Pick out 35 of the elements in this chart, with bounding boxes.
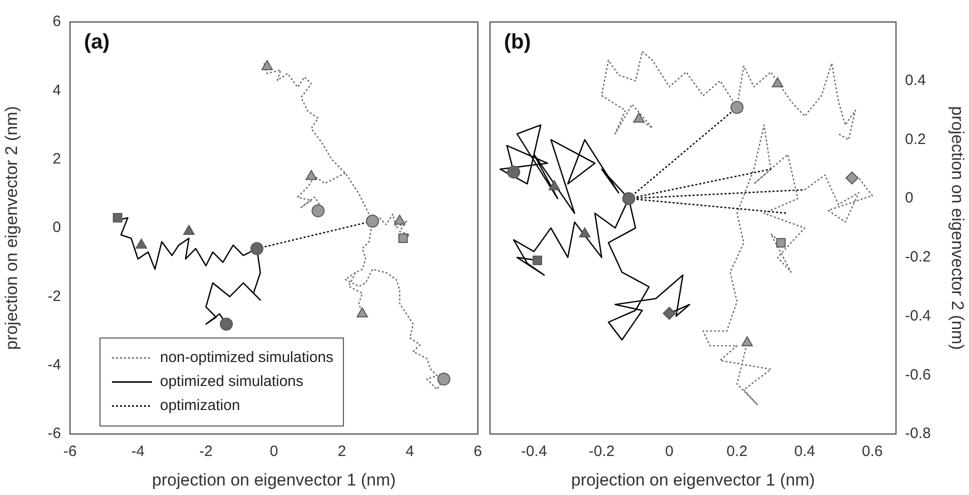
legend-label: optimized simulations (160, 373, 304, 390)
y-tick-label: -4 (48, 356, 61, 374)
y-tick-label: 0 (52, 219, 61, 236)
y-tick-label: 6 (52, 13, 61, 30)
y2-tick-label: 0.4 (905, 72, 926, 89)
x-tick-label: -2 (199, 443, 213, 460)
x-tick-label: 0.4 (794, 443, 816, 460)
x-tick-label: -0.2 (588, 443, 615, 460)
legend-label: non-optimized simulations (160, 349, 334, 366)
y2-tick-label: -0.2 (905, 248, 931, 266)
x-tick-label: 0.6 (862, 443, 883, 460)
x-tick-label: 0 (270, 443, 278, 460)
y-axis-title: projection on eigenvector 2 (nm) (2, 106, 21, 350)
x-tick-label: -4 (131, 443, 145, 460)
x-tick-label: 0 (665, 443, 674, 460)
y2-tick-label: -0.8 (905, 425, 931, 442)
x-tick-label: 0.2 (726, 443, 748, 460)
x-tick-label: 4 (406, 443, 414, 460)
x-tick-label: 6 (474, 443, 482, 460)
y-tick-label: 4 (52, 82, 61, 99)
y2-axis-title: projection on eigenvector 2 (nm) (948, 106, 968, 350)
y2-tick-label: 0.2 (905, 130, 926, 148)
annotation: (a) (84, 30, 110, 54)
x-axis-title: projection on eigenvector 1 (nm) (571, 470, 815, 490)
y-tick-label: 2 (52, 150, 61, 168)
x-axis-title: projection on eigenvector 1 (nm) (152, 470, 396, 490)
y2-tick-label: -0.4 (905, 307, 931, 324)
legend-label: optimization (160, 397, 240, 414)
y-tick-label: -6 (48, 425, 61, 442)
y2-tick-label: -0.6 (905, 366, 931, 384)
x-tick-label: -0.4 (521, 443, 547, 460)
y-tick-label: -2 (48, 288, 61, 305)
y2-tick-label: 0 (905, 190, 914, 207)
annotation: (b) (504, 30, 531, 54)
x-tick-label: 2 (338, 443, 346, 460)
